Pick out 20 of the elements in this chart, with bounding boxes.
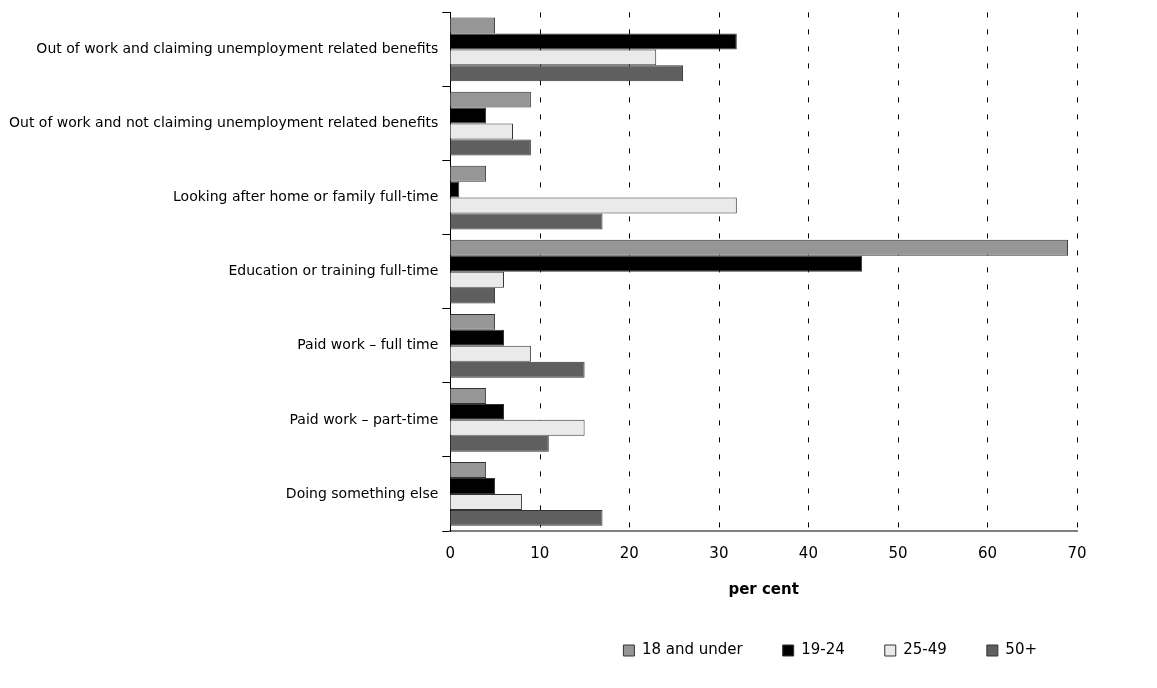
- x-tick-label: 60: [977, 543, 998, 562]
- x-tick-label: 20: [619, 543, 639, 562]
- legend-label: 50+: [1005, 640, 1037, 659]
- legend-label: 25-49: [903, 640, 947, 659]
- x-axis-title: per cent: [728, 579, 799, 598]
- y-tick-label: Paid work – full time: [297, 336, 439, 353]
- x-tick-label: 70: [1067, 543, 1087, 562]
- legend-label: 18 and under: [641, 640, 744, 659]
- y-tick-label: Out of work and not claiming unemployment related benefits: [9, 114, 439, 131]
- y-tick-label: Paid work – part-time: [289, 410, 439, 427]
- legend-label: 19-24: [801, 640, 845, 659]
- x-tick-label: 10: [530, 543, 550, 562]
- y-tick-label: Out of work and claiming unemployment related benefits: [36, 40, 439, 57]
- x-tick-label: 0: [445, 543, 456, 562]
- y-tick-label: Looking after home or family full-time: [173, 188, 439, 205]
- y-tick-label: Doing something else: [285, 484, 439, 501]
- y-tick-label: Education or training full-time: [228, 262, 439, 279]
- x-tick-label: 50: [888, 543, 908, 562]
- x-tick-label: 40: [798, 543, 818, 562]
- x-tick-label: 30: [709, 543, 729, 562]
